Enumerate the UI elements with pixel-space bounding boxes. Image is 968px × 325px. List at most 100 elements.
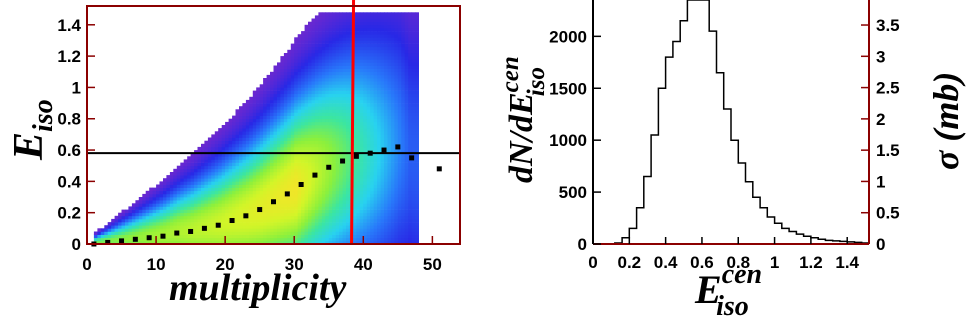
heatmap-cell bbox=[335, 109, 340, 113]
heatmap-cell bbox=[301, 99, 305, 104]
heatmap-cell bbox=[235, 190, 240, 195]
heatmap-cell bbox=[256, 178, 261, 182]
heatmap-cell bbox=[408, 31, 413, 35]
heatmap-cell bbox=[387, 84, 392, 88]
heatmap-cell bbox=[335, 168, 340, 173]
heatmap-cell bbox=[218, 234, 223, 239]
heatmap-cell bbox=[183, 193, 188, 198]
heatmap-cell bbox=[335, 156, 340, 160]
heatmap-cell bbox=[387, 159, 392, 163]
heatmap-cell bbox=[290, 222, 295, 226]
heatmap-cell bbox=[352, 140, 357, 145]
heatmap-cell bbox=[249, 200, 254, 204]
heatmap-cell bbox=[314, 78, 319, 82]
heatmap-cell bbox=[194, 218, 198, 223]
heatmap-cell bbox=[294, 49, 299, 54]
heatmap-cell bbox=[328, 81, 333, 85]
heatmap-cell bbox=[270, 231, 274, 235]
heatmap-cell bbox=[187, 159, 192, 163]
heatmap-cell bbox=[356, 56, 361, 60]
heatmap-cell bbox=[394, 43, 399, 48]
heatmap-cell bbox=[287, 178, 292, 182]
heatmap-cell bbox=[214, 153, 219, 157]
heatmap-cell bbox=[314, 62, 319, 66]
heatmap-cell bbox=[384, 212, 388, 217]
heatmap-cell bbox=[377, 68, 381, 73]
heatmap-cell bbox=[352, 53, 357, 57]
heatmap-cell bbox=[377, 237, 381, 242]
heatmap-cell bbox=[356, 215, 361, 220]
heatmap-cell bbox=[270, 225, 274, 229]
heatmap-cell bbox=[308, 106, 312, 110]
heatmap-cell bbox=[394, 237, 399, 242]
heatmap-cell bbox=[152, 206, 157, 210]
heatmap-cell bbox=[176, 181, 181, 185]
heatmap-cell bbox=[187, 172, 192, 176]
heatmap-cell bbox=[100, 234, 105, 239]
heatmap-cell bbox=[283, 131, 288, 135]
heatmap-cell bbox=[314, 56, 319, 60]
heatmap-cell bbox=[118, 228, 122, 232]
heatmap-cell bbox=[263, 131, 267, 135]
heatmap-cell bbox=[280, 112, 285, 116]
heatmap-cell bbox=[366, 234, 371, 239]
heatmap-cell bbox=[404, 212, 409, 217]
heatmap-cell bbox=[404, 34, 409, 38]
heatmap-cell bbox=[411, 34, 416, 38]
heatmap-cell bbox=[252, 215, 257, 220]
heatmap-cell bbox=[394, 93, 399, 98]
heatmap-cell bbox=[370, 187, 375, 192]
x-tick-label: 40 bbox=[354, 255, 373, 274]
heatmap-cell bbox=[152, 228, 157, 232]
heatmap-cell bbox=[366, 18, 371, 22]
right-y-tick-label: 2 bbox=[876, 110, 885, 129]
heatmap-cell bbox=[287, 128, 292, 132]
heatmap-cell bbox=[287, 203, 292, 207]
heatmap-cell bbox=[228, 134, 233, 138]
heatmap-cell bbox=[270, 146, 274, 151]
heatmap-cell bbox=[197, 178, 202, 182]
heatmap-cell bbox=[384, 106, 388, 110]
heatmap-cell bbox=[359, 49, 364, 54]
heatmap-cell bbox=[359, 53, 364, 57]
heatmap-cell bbox=[328, 31, 333, 35]
heatmap-cell bbox=[356, 231, 361, 235]
heatmap-cell bbox=[328, 49, 333, 54]
heatmap-cell bbox=[346, 65, 350, 69]
heatmap-cell bbox=[301, 46, 305, 51]
heatmap-cell bbox=[245, 99, 250, 104]
heatmap-cell bbox=[404, 74, 409, 79]
heatmap-cell bbox=[283, 87, 288, 91]
heatmap-cell bbox=[252, 90, 257, 95]
heatmap-cell bbox=[135, 200, 140, 204]
heatmap-cell bbox=[366, 121, 371, 126]
heatmap-cell bbox=[294, 197, 299, 201]
heatmap-cell bbox=[263, 181, 267, 185]
right-secondary-axis-label: σ (mb) bbox=[926, 72, 966, 170]
heatmap-cell bbox=[335, 237, 340, 242]
heatmap-cell bbox=[366, 131, 371, 135]
heatmap-cell bbox=[373, 31, 378, 35]
heatmap-cell bbox=[394, 197, 399, 201]
heatmap-cell bbox=[339, 31, 343, 35]
heatmap-cell bbox=[270, 172, 274, 176]
heatmap-cell bbox=[221, 146, 226, 151]
heatmap-cell bbox=[415, 56, 419, 60]
heatmap-cell bbox=[328, 231, 333, 235]
heatmap-cell bbox=[277, 234, 281, 239]
heatmap-cell bbox=[321, 15, 326, 19]
heatmap-cell bbox=[318, 49, 323, 54]
heatmap-cell bbox=[346, 175, 350, 179]
heatmap-cell bbox=[301, 200, 305, 204]
heatmap-cell bbox=[266, 203, 271, 207]
heatmap-cell bbox=[342, 59, 347, 63]
heatmap-cell bbox=[273, 153, 278, 157]
heatmap-cell bbox=[411, 146, 416, 151]
heatmap-cell bbox=[273, 209, 278, 214]
heatmap-cell bbox=[287, 159, 292, 163]
heatmap-cell bbox=[332, 62, 337, 66]
heatmap-cell bbox=[352, 222, 357, 226]
heatmap-cell bbox=[328, 71, 333, 76]
heatmap-cell bbox=[352, 159, 357, 163]
heatmap-cell bbox=[125, 228, 129, 232]
